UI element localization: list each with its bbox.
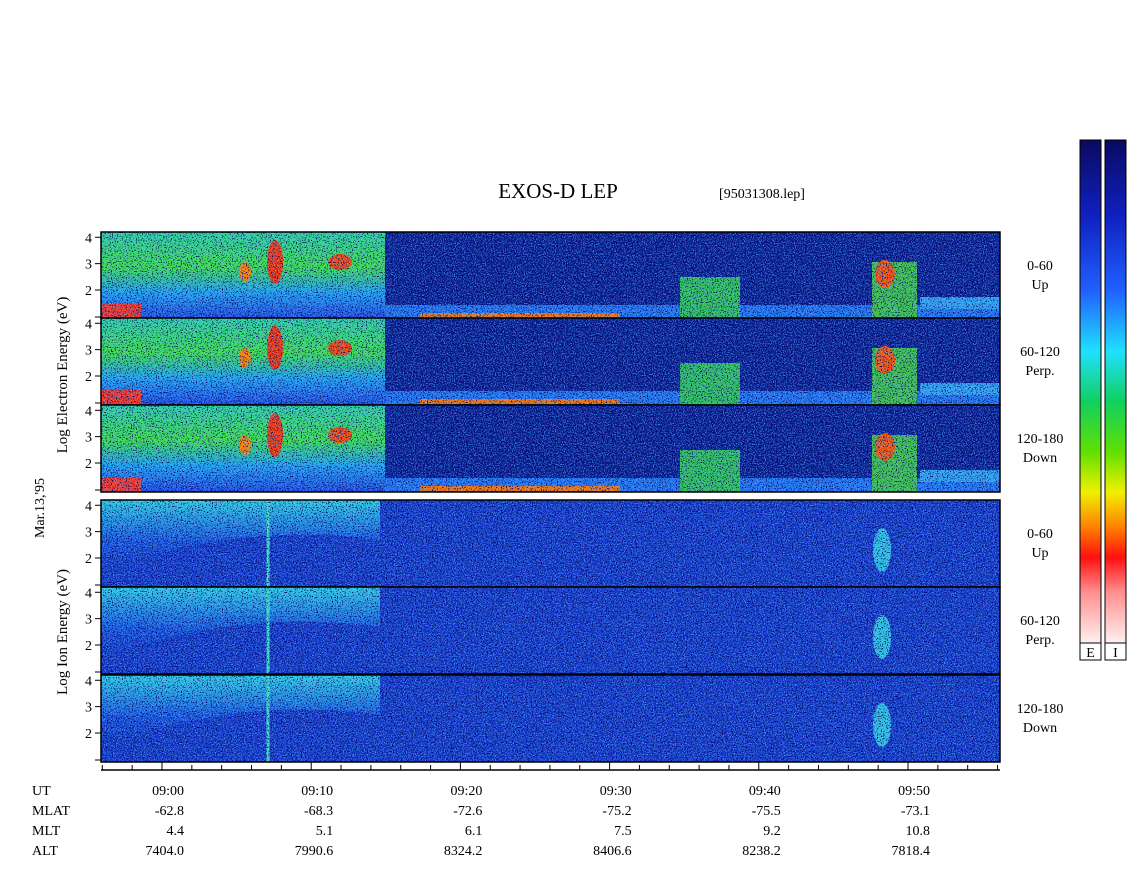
colorbar <box>1079 139 1102 644</box>
ephemeris-value: 7818.4 <box>892 844 931 859</box>
ephemeris-value: 7.5 <box>614 824 632 839</box>
y-tick-label: 2 <box>85 370 92 385</box>
ephemeris-value: 09:10 <box>301 784 333 799</box>
panel-angle: 60-120 <box>1020 614 1060 629</box>
panel-direction: Down <box>1023 721 1057 736</box>
row-label: MLAT <box>32 804 71 819</box>
ephemeris-value: -68.3 <box>304 804 333 819</box>
ephemeris-value: -73.1 <box>901 804 930 819</box>
electron-axis-label: Log Electron Energy (eV) <box>55 297 71 454</box>
y-tick-label: 4 <box>85 231 92 246</box>
panel-angle: 0-60 <box>1027 259 1053 274</box>
panel-direction: Down <box>1023 451 1057 466</box>
ephemeris-value: 8324.2 <box>444 844 483 859</box>
colorbar <box>1104 139 1127 644</box>
colorbar-label: I <box>1113 646 1118 661</box>
noise <box>101 318 1000 405</box>
colorbar-label: E <box>1086 646 1095 661</box>
noise <box>101 405 1000 492</box>
panel-frame <box>100 674 1001 763</box>
y-tick-label: 2 <box>85 552 92 567</box>
ephemeris-value: -75.5 <box>752 804 781 819</box>
y-tick-label: 4 <box>85 586 92 601</box>
panel-angle: 0-60 <box>1027 527 1053 542</box>
ephemeris-value: -75.2 <box>602 804 631 819</box>
row-label: ALT <box>32 844 58 859</box>
colorbar-label-box <box>1079 642 1102 661</box>
noise <box>101 232 1000 319</box>
panel-direction: Up <box>1031 546 1048 561</box>
y-tick-label: 3 <box>85 701 92 716</box>
panel-angle: 120-180 <box>1017 432 1064 447</box>
date-label: Mar.13,'95 <box>33 478 48 538</box>
panel-direction: Perp. <box>1025 364 1054 379</box>
y-tick-label: 4 <box>85 674 92 689</box>
panel-angle: 60-120 <box>1020 345 1060 360</box>
ephemeris-value: 09:20 <box>451 784 483 799</box>
panel-direction: Perp. <box>1025 633 1054 648</box>
ephemeris-value: 8406.6 <box>593 844 632 859</box>
y-tick-label: 2 <box>85 284 92 299</box>
file-name: [95031308.lep] <box>719 187 805 202</box>
ephemeris-value: 6.1 <box>465 824 483 839</box>
panel-frame <box>100 586 1001 675</box>
panel-angle: 120-180 <box>1017 702 1064 717</box>
ephemeris-value: 09:00 <box>152 784 184 799</box>
spectrogram-panels <box>95 231 1001 763</box>
ephemeris-value: 9.2 <box>763 824 781 839</box>
ephemeris-value: -62.8 <box>155 804 184 819</box>
ephemeris-value: 7404.0 <box>146 844 185 859</box>
row-label: UT <box>32 784 51 799</box>
y-tick-label: 3 <box>85 258 92 273</box>
y-tick-label: 2 <box>85 639 92 654</box>
y-tick-label: 3 <box>85 431 92 446</box>
row-label: MLT <box>32 824 61 839</box>
ephemeris-value: 10.8 <box>906 824 931 839</box>
noise <box>101 675 1000 762</box>
ephemeris-value: 09:40 <box>749 784 781 799</box>
y-tick-label: 3 <box>85 344 92 359</box>
y-tick-label: 4 <box>85 317 92 332</box>
ephemeris-value: -72.6 <box>453 804 482 819</box>
noise <box>101 500 1000 587</box>
ephemeris-value: 8238.2 <box>742 844 781 859</box>
ephemeris-value: 5.1 <box>316 824 334 839</box>
chart-title: EXOS-D LEP <box>498 179 618 203</box>
noise <box>101 587 1000 674</box>
y-tick-label: 2 <box>85 727 92 742</box>
panel-frame <box>100 404 1001 493</box>
y-tick-label: 4 <box>85 499 92 514</box>
ephemeris-value: 09:50 <box>898 784 930 799</box>
y-tick-label: 3 <box>85 613 92 628</box>
colorbar-label-box <box>1104 642 1127 661</box>
y-tick-label: 2 <box>85 457 92 472</box>
panel-direction: Up <box>1031 278 1048 293</box>
ephemeris-value: 4.4 <box>167 824 185 839</box>
y-tick-label: 3 <box>85 526 92 541</box>
y-tick-label: 4 <box>85 404 92 419</box>
ephemeris-value: 09:30 <box>600 784 632 799</box>
ephemeris-value: 7990.6 <box>295 844 334 859</box>
ion-axis-label: Log Ion Energy (eV) <box>55 569 71 695</box>
